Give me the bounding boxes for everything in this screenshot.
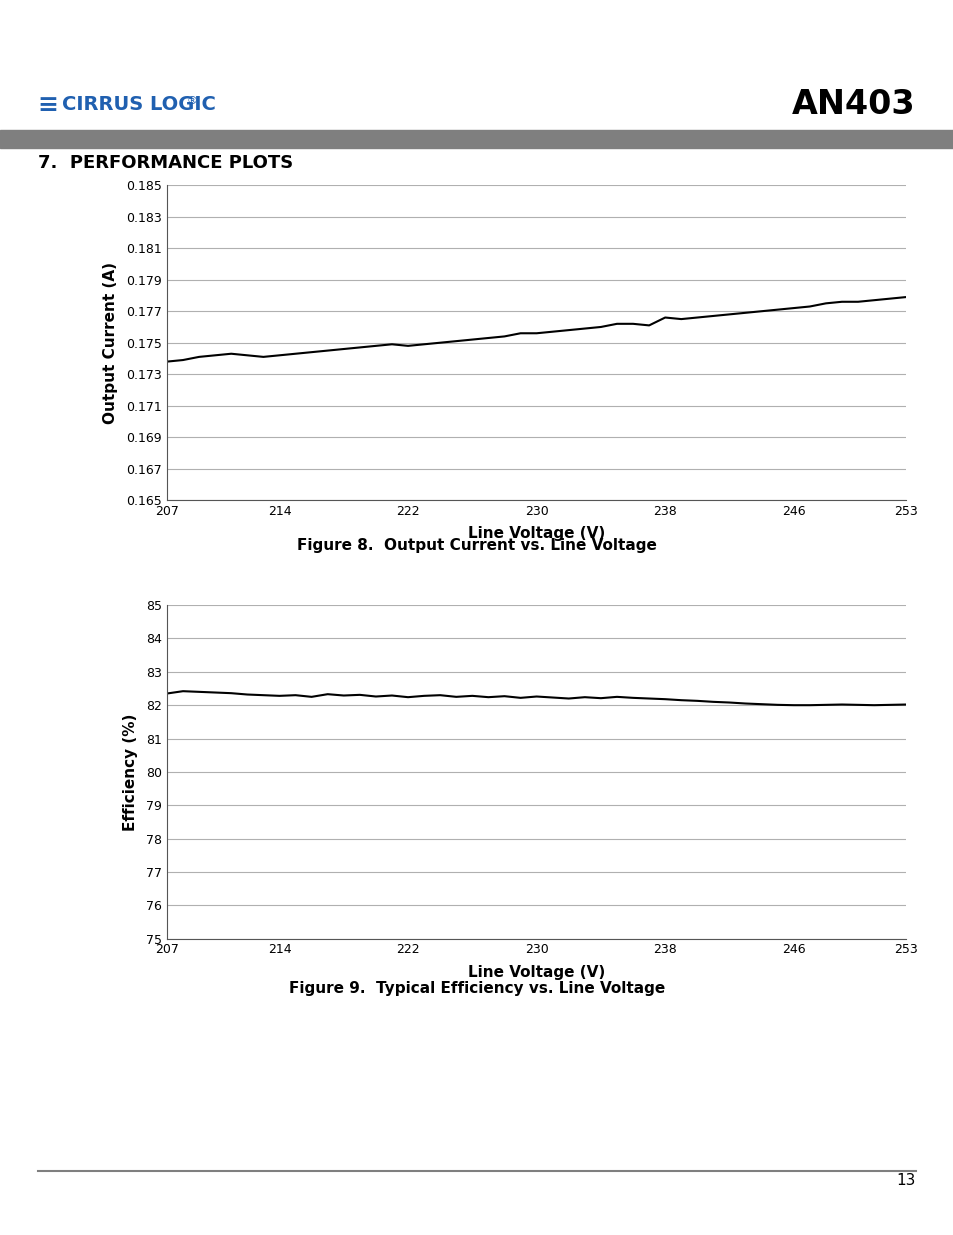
X-axis label: Line Voltage (V): Line Voltage (V) [468,526,604,541]
Text: 7.  PERFORMANCE PLOTS: 7. PERFORMANCE PLOTS [38,154,294,172]
X-axis label: Line Voltage (V): Line Voltage (V) [468,965,604,979]
Text: AN403: AN403 [791,89,915,121]
Y-axis label: Output Current (A): Output Current (A) [103,262,118,424]
Text: Figure 9.  Typical Efficiency vs. Line Voltage: Figure 9. Typical Efficiency vs. Line Vo… [289,981,664,995]
Text: 13: 13 [896,1173,915,1188]
Text: ≡: ≡ [38,93,68,117]
Text: CIRRUS LOGIC: CIRRUS LOGIC [62,95,215,115]
Text: ®: ® [186,96,197,106]
Text: Figure 8.  Output Current vs. Line Voltage: Figure 8. Output Current vs. Line Voltag… [296,538,657,553]
Y-axis label: Efficiency (%): Efficiency (%) [123,713,137,831]
